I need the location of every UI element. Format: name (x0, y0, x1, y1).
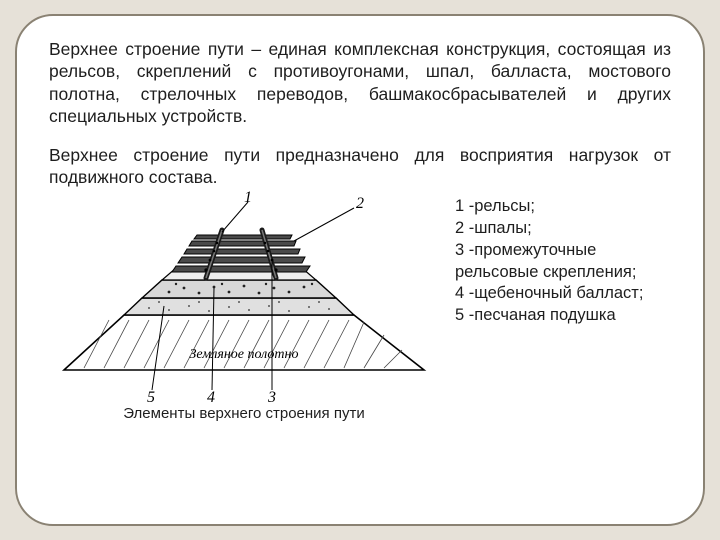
slide-card: Верхнее строение пути – единая комплексн… (15, 14, 705, 526)
paragraph-2: Верхнее строение пути предназначено для … (49, 144, 671, 189)
track-diagram: 1 2 3 4 5 Земляное полотно (54, 190, 434, 405)
figure-block: 1 2 3 4 5 Земляное полотно Элементы верх… (49, 190, 439, 422)
lower-row: 1 2 3 4 5 Земляное полотно Элементы верх… (49, 190, 671, 422)
paragraph-1: Верхнее строение пути – единая комплексн… (49, 38, 671, 128)
legend-item: 2 -шпалы; (455, 218, 671, 240)
callout-4: 4 (207, 389, 215, 405)
legend-item: 3 -промежуточные рельсовые скрепления; (455, 240, 671, 284)
legend-item: 4 -щебеночный балласт; (455, 283, 671, 305)
legend-item: 1 -рельсы; (455, 196, 671, 218)
callout-5: 5 (147, 389, 155, 405)
legend-list: 1 -рельсы; 2 -шпалы; 3 -промежуточные ре… (439, 190, 671, 327)
callout-1: 1 (244, 190, 252, 206)
figure-caption: Элементы верхнего строения пути (49, 405, 439, 422)
callout-2: 2 (356, 195, 364, 212)
legend-item: 5 -песчаная подушка (455, 305, 671, 327)
figure-inner-label: Земляное полотно (190, 347, 299, 362)
callout-3: 3 (267, 389, 276, 405)
